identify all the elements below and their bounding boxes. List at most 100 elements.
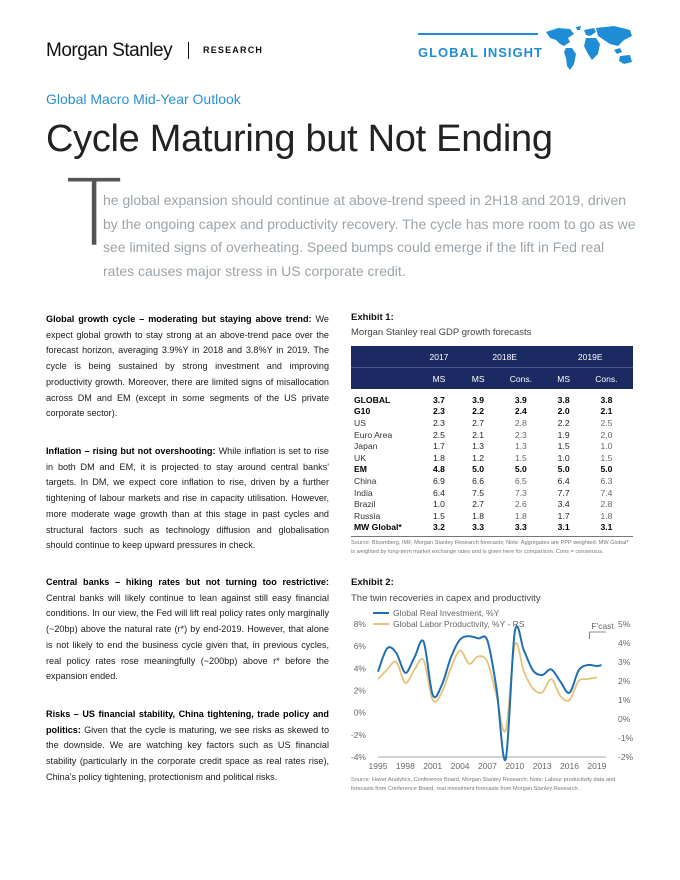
drop-cap: T [66,160,123,267]
y-left-tick-label: -2% [351,730,366,740]
table-cell: 2.2 [472,406,485,417]
y-left-tick-label: 8% [354,619,367,629]
table-row: India 6.4 7.5 7.3 7.7 7.4 [351,487,633,499]
section-body: While inflation is set to rise in both D… [46,446,329,551]
section-growth: Global growth cycle – moderating but sta… [46,312,329,422]
table-cell: 3.1 [557,522,570,533]
table-cell: 1.0 [557,452,570,463]
y-left-tick-label: 2% [354,686,367,696]
series-line-investment [377,625,602,762]
table-cell: 2.7 [472,499,485,510]
y-left-tick-label: 0% [354,708,367,718]
x-tick-label: 2001 [423,761,442,771]
table-cell: 2.8 [514,417,527,428]
table-cell: 7.4 [600,487,613,498]
row-label: Brazil [354,499,376,510]
table-cell: 2.0 [557,406,570,417]
row-label: India [354,487,373,498]
table-cell: 6.9 [432,475,445,486]
sub-header: Cons. [494,367,548,389]
series-line-productivity [377,642,598,733]
table-row: Brazil 1.0 2.7 2.6 3.4 2.8 [351,498,633,510]
y-right-tick-label: -1% [618,733,634,743]
legend-entry: Global Real Investment, %Y [393,608,500,618]
y-right-tick-label: 5% [618,619,631,629]
section-title: Global growth cycle – moderating but sta… [46,314,312,324]
y-right-tick-label: 0% [618,714,631,724]
table-cell: 6.5 [514,475,527,486]
table-cell: 2.2 [557,417,570,428]
table-cell: 1.5 [514,452,527,463]
y-left-tick-label: 4% [354,663,367,673]
table-cell: 1.5 [600,452,613,463]
table-cell: 7.3 [514,487,527,498]
table-cell: 2.5 [600,417,613,428]
table-row: Japan 1.7 1.3 1.3 1.5 1.0 [351,440,633,452]
table-cell: 7.7 [557,487,570,498]
table-cell: 1.7 [557,510,570,521]
y-right-tick-label: 4% [618,638,631,648]
table-cell: 2.0 [600,429,613,440]
brand-logo: Morgan Stanley [46,40,173,61]
gdp-forecast-table: 2017 2018E 2019E MS MS Cons. MS Cons. GL… [351,346,633,533]
table-cell: 2.3 [514,429,527,440]
table-cell: 3.9 [514,394,527,405]
section-title: Inflation – rising but not overshooting: [46,446,216,456]
table-row: Euro Area 2.5 2.1 2.3 1.9 2.0 [351,429,633,441]
table-cell: 2.1 [600,406,613,417]
x-tick-label: 2010 [505,761,524,771]
table-cell: 6.4 [557,475,570,486]
table-row: GLOBAL 3.7 3.9 3.9 3.8 3.8 [351,389,633,406]
year-header: 2018E [461,346,548,368]
x-tick-label: 2007 [478,761,497,771]
table-cell: 3.3 [472,522,485,533]
section-central-banks: Central banks – hiking rates but not tur… [46,575,329,685]
corner-header [351,367,416,389]
exhibit2-source: Source: Haver Analytics, Conference Boar… [351,777,616,792]
y-right-tick-label: -2% [618,752,634,762]
table-cell: 1.8 [600,510,613,521]
y-left-tick-label: 6% [354,641,367,651]
table-cell: 2.8 [600,499,613,510]
table-cell: 1.3 [472,441,485,452]
table-cell: 2.6 [514,499,527,510]
table-cell: 1.9 [557,429,570,440]
table-cell: 1.5 [432,510,445,521]
table-cell: 1.0 [432,499,445,510]
table-row: EM 4.8 5.0 5.0 5.0 5.0 [351,464,633,476]
headline: Cycle Maturing but Not Ending [46,118,553,160]
table-row: MW Global* 3.2 3.3 3.3 3.1 3.1 [351,522,633,534]
corner-header [351,346,416,368]
row-label: Russia [354,510,381,521]
row-label: EM [354,464,367,475]
row-label: US [354,417,366,428]
series-rule [418,33,538,35]
table-cell: 1.7 [432,441,445,452]
x-tick-label: 1995 [369,761,388,771]
row-label: GLOBAL [354,394,391,405]
y-right-tick-label: 2% [618,676,631,686]
section-title: Risks – US financial stability, China ti… [46,709,329,735]
table-cell: 4.8 [432,464,445,475]
section-title: Central banks – hiking rates but not tur… [46,577,329,587]
forecast-label: F'cast [591,621,614,631]
section-body: Given that the cycle is maturing, we see… [46,724,329,782]
table-rule [351,536,633,537]
year-header: 2019E [547,346,633,368]
x-tick-label: 2004 [451,761,470,771]
exhibit1-label: Exhibit 1: [351,312,394,323]
table-cell: 5.0 [514,464,527,475]
x-tick-label: 2013 [533,761,552,771]
sub-header: MS [547,367,580,389]
intro-paragraph: he global expansion should continue at a… [103,192,636,279]
exhibit1-title: Morgan Stanley real GDP growth forecasts [351,327,532,338]
y-right-tick-label: 1% [618,695,631,705]
kicker: Global Macro Mid-Year Outlook [46,91,241,107]
table-cell: 2.4 [514,406,527,417]
section-risks: Risks – US financial stability, China ti… [46,707,329,786]
year-header: 2017 [416,346,462,368]
table-row: Russia 1.5 1.8 1.8 1.7 1.8 [351,510,633,522]
table-cell: 6.4 [432,487,445,498]
sub-header: MS [416,367,462,389]
row-label: China [354,475,377,486]
